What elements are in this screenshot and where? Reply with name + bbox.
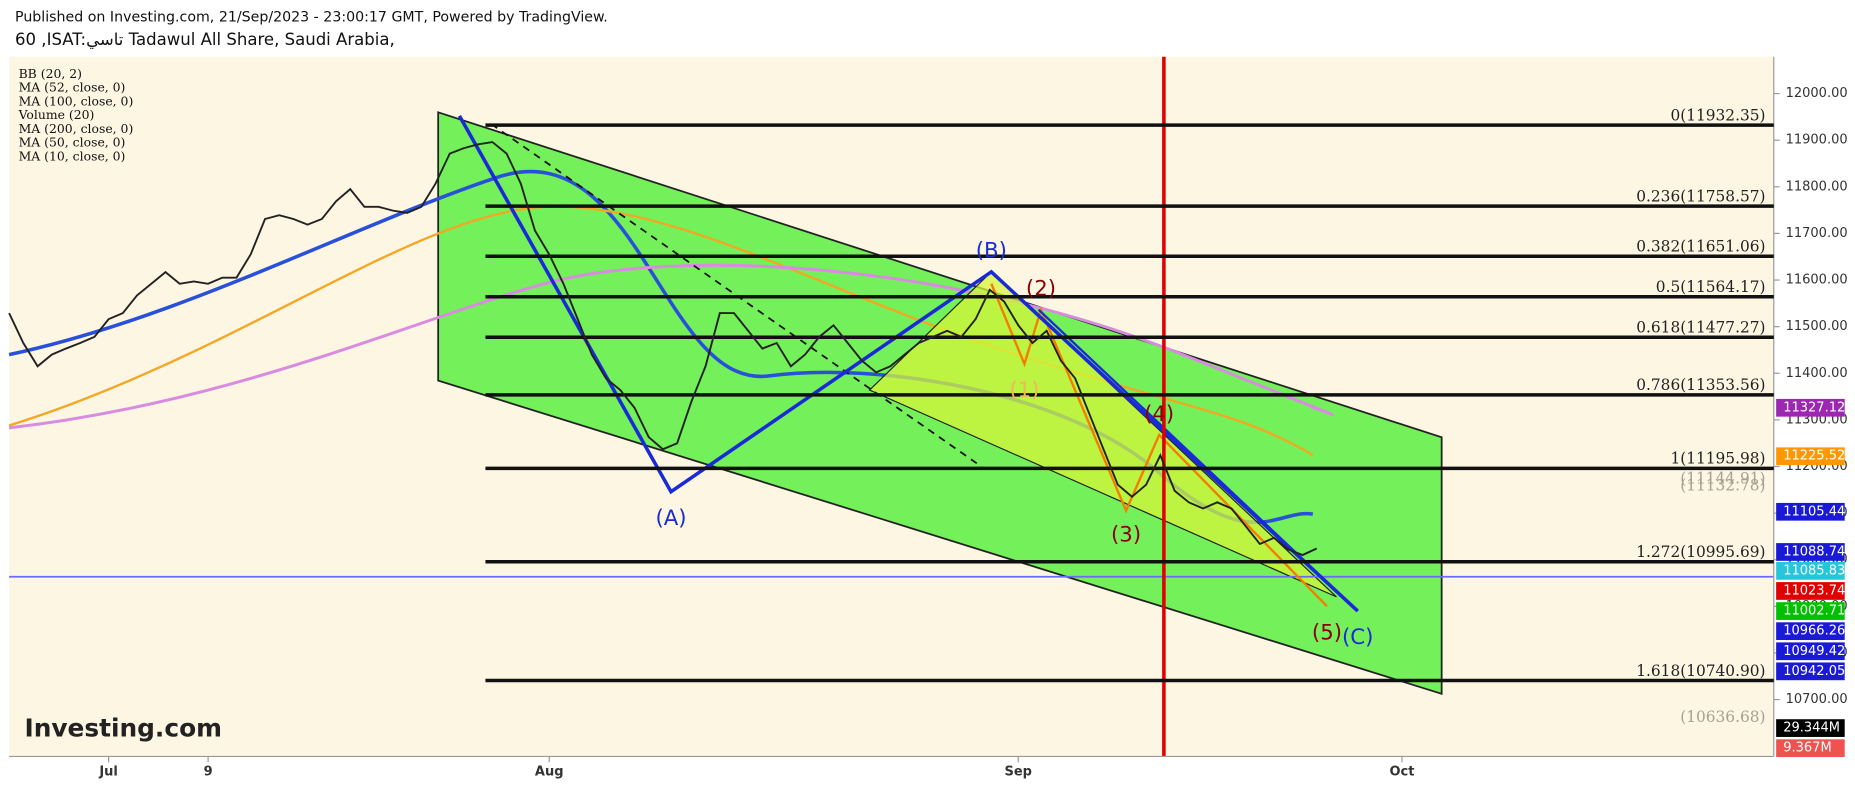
faint-label: (10636.68) bbox=[1680, 708, 1765, 726]
price-tag bbox=[1776, 502, 1845, 521]
price-label: 11002.71 bbox=[1783, 604, 1845, 619]
legend-entry: MA (50, close, 0) bbox=[19, 135, 126, 150]
moving-average bbox=[8, 263, 1334, 430]
price-label: 10966.26 bbox=[1783, 624, 1845, 639]
fib-label: 0.618(11477.27) bbox=[1636, 319, 1765, 337]
price-label: 9.367M bbox=[1783, 741, 1831, 756]
fib-label: 1.618(10740.90) bbox=[1636, 662, 1765, 680]
fib-label: 0.786(11353.56) bbox=[1636, 376, 1765, 394]
y-tick-label: 10700.00 bbox=[1786, 692, 1848, 707]
legend-entry: BB (20, 2) bbox=[19, 66, 82, 81]
price-tag bbox=[1776, 562, 1845, 580]
wave-label: (2) bbox=[1026, 276, 1056, 301]
y-tick-label: 11900.00 bbox=[1786, 133, 1848, 148]
fib-label: 0.236(11758.57) bbox=[1636, 187, 1765, 205]
price-label: 11225.52 bbox=[1783, 449, 1845, 464]
price-label: 11085.83 bbox=[1783, 563, 1845, 578]
price-label: 11088.74 bbox=[1783, 544, 1845, 559]
wave-label: (A) bbox=[655, 506, 686, 531]
legend-entry: MA (10, close, 0) bbox=[19, 148, 126, 163]
y-tick-label: 12000.00 bbox=[1786, 86, 1848, 101]
legend-entry: MA (200, close, 0) bbox=[19, 121, 134, 136]
wave-label: (3) bbox=[1111, 522, 1141, 547]
indicator-legend: BB (20, 2)MA (52, close, 0)MA (100, clos… bbox=[18, 66, 134, 163]
wave-label: (4) bbox=[1144, 402, 1174, 427]
price-tag bbox=[1776, 739, 1845, 758]
wave-label: (5) bbox=[1312, 620, 1342, 645]
fib-label: 0.382(11651.06) bbox=[1636, 237, 1765, 255]
abc-wave bbox=[457, 114, 1359, 613]
x-tick-label: Aug bbox=[535, 764, 564, 779]
y-tick-label: 11500.00 bbox=[1786, 319, 1848, 334]
impulse-wave bbox=[990, 283, 1328, 608]
price-tag bbox=[1776, 447, 1845, 466]
fib-label: 1(11195.98) bbox=[1670, 450, 1765, 468]
moving-average bbox=[8, 205, 1314, 457]
price-label: 11327.12 bbox=[1783, 400, 1845, 415]
y-tick-label: 11800.00 bbox=[1786, 179, 1848, 194]
faint-label: (11132.78) bbox=[1680, 477, 1765, 495]
y-tick-label: 11700.00 bbox=[1786, 226, 1848, 241]
wave-label: (C) bbox=[1342, 625, 1373, 650]
price-tag bbox=[1776, 642, 1845, 661]
watermark: Investing.com bbox=[24, 713, 222, 742]
fib-label: 0(11932.35) bbox=[1670, 106, 1765, 124]
price-tag bbox=[1776, 582, 1845, 600]
y-tick-label: 11400.00 bbox=[1786, 366, 1848, 381]
fib-label: 0.5(11564.17) bbox=[1656, 278, 1766, 296]
price-tag bbox=[1776, 719, 1845, 737]
price-label: 10949.42 bbox=[1783, 644, 1845, 659]
price-tag bbox=[1776, 622, 1845, 641]
published-note: Published on Investing.com, 21/Sep/2023 … bbox=[15, 9, 608, 25]
price-label: 29.344M bbox=[1783, 721, 1840, 736]
wave-label: (1) bbox=[1009, 378, 1039, 403]
legend-entry: MA (52, close, 0) bbox=[19, 80, 126, 95]
x-tick-label: Jul bbox=[98, 764, 118, 779]
price-line bbox=[8, 141, 1318, 557]
price-label: 11105.44 bbox=[1783, 504, 1845, 519]
x-tick-label: Sep bbox=[1004, 764, 1032, 779]
x-tick-label: 9 bbox=[204, 764, 213, 779]
price-label: 10942.05 bbox=[1783, 664, 1845, 679]
y-tick-label: 11600.00 bbox=[1786, 273, 1848, 288]
price-tag bbox=[1776, 662, 1845, 681]
legend-entry: MA (100, close, 0) bbox=[19, 93, 134, 108]
x-tick-label: Oct bbox=[1390, 764, 1415, 779]
price-tag bbox=[1776, 543, 1845, 561]
legend-entry: Volume (20) bbox=[18, 107, 95, 122]
chart-title: 60 ,ISAT:تاسي Tadawul All Share, Saudi A… bbox=[15, 30, 395, 50]
price-label: 11023.74 bbox=[1783, 583, 1845, 598]
faint-label: (11144.91) bbox=[1680, 469, 1765, 487]
price-tag bbox=[1776, 398, 1845, 417]
wave-label: (B) bbox=[976, 239, 1007, 264]
fib-label: 1.272(10995.69) bbox=[1636, 543, 1765, 561]
price-tag bbox=[1776, 602, 1845, 620]
